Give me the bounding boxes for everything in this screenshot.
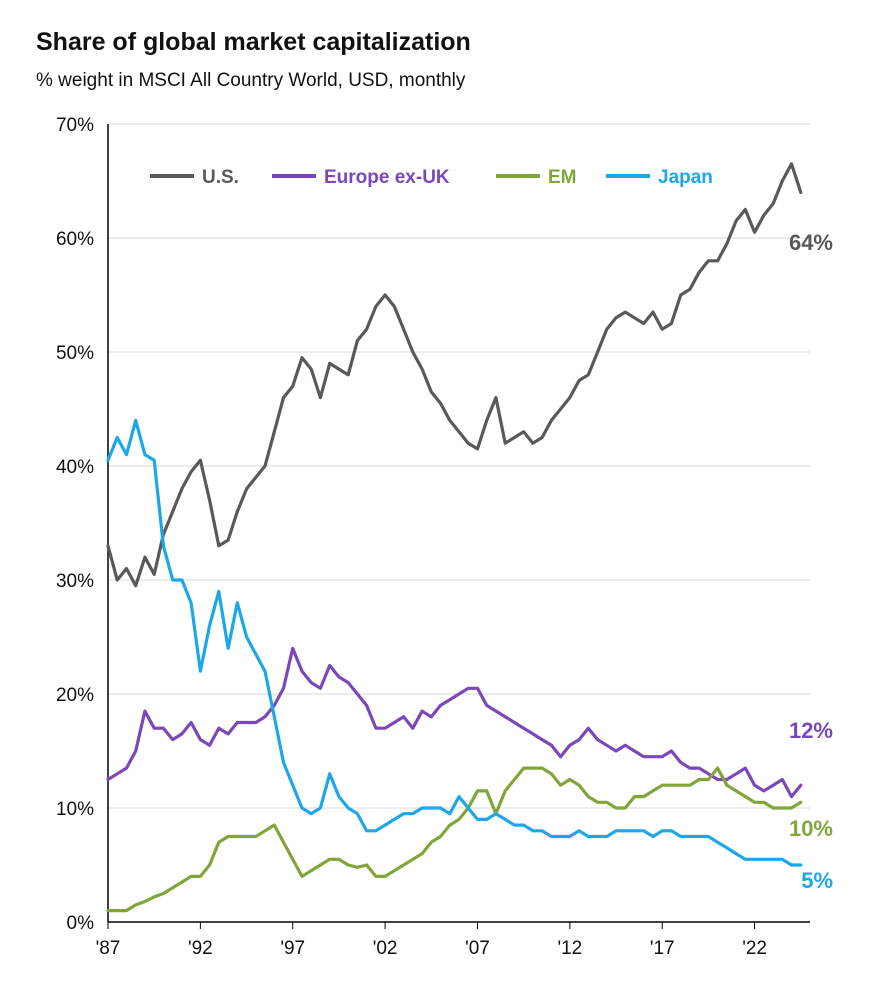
x-tick-label: '12 <box>557 938 582 959</box>
y-tick-label: 0% <box>67 913 95 934</box>
x-tick-label: '02 <box>373 938 398 959</box>
gridlines <box>108 123 810 809</box>
y-tick-label: 20% <box>56 685 94 706</box>
x-tick-label: '87 <box>96 938 121 959</box>
x-tick-label: '97 <box>280 938 305 959</box>
x-tick-label: '17 <box>650 938 675 959</box>
y-tick-label: 40% <box>56 457 94 478</box>
legend-label: Japan <box>658 167 713 188</box>
y-tick-label: 70% <box>56 115 94 136</box>
end-value-label: 64% <box>789 230 833 255</box>
y-tick-label: 10% <box>56 799 94 820</box>
y-tick-label: 50% <box>56 343 94 364</box>
end-value-label: 12% <box>789 718 833 743</box>
series-line-1 <box>106 646 803 799</box>
end-labels: 64% 12% 10% 5% <box>789 230 833 893</box>
end-value-label: 5% <box>801 868 833 893</box>
y-tick-label: 60% <box>56 229 94 250</box>
chart-subtitle: % weight in MSCI All Country World, USD,… <box>36 70 466 91</box>
end-value-label: 10% <box>789 816 833 841</box>
chart-title: Share of global market capitalization <box>36 28 471 56</box>
legend: U.S. Europe ex-UK EM Japan <box>150 167 713 188</box>
legend-label: Europe ex-UK <box>324 167 450 188</box>
legend-label: EM <box>548 167 577 188</box>
series-line-3 <box>106 418 803 867</box>
x-tick-label: '07 <box>465 938 490 959</box>
series-line-0 <box>106 162 803 588</box>
x-tick-label: '92 <box>188 938 213 959</box>
x-tick-label: '22 <box>742 938 767 959</box>
series-lines <box>106 162 803 913</box>
axes: 0% 10% 20% 30% 40% 50% 60% 70% '87 '92 '97 '02 '07 '1… <box>56 115 810 959</box>
series-line-2 <box>106 766 803 913</box>
y-tick-label: 30% <box>56 571 94 592</box>
legend-label: U.S. <box>202 167 239 188</box>
